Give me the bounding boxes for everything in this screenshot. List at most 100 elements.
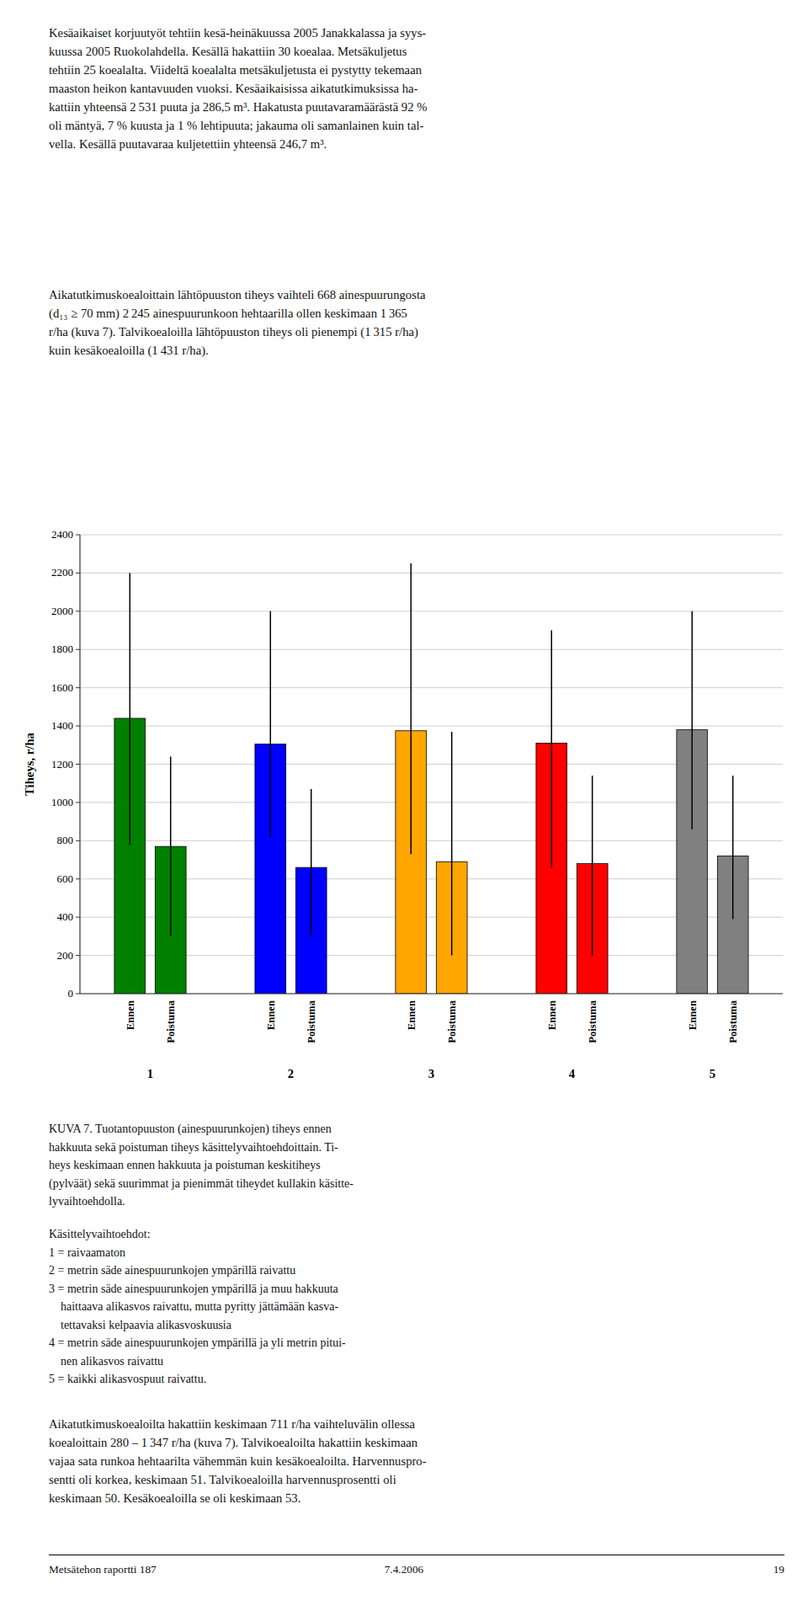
- y-tick-label: 2000: [51, 604, 74, 617]
- error-bar: [691, 611, 694, 830]
- error-bar: [451, 731, 453, 956]
- y-tick-label: 1000: [51, 795, 74, 808]
- text-line: Aikatutkimuskoealoilta hakattiin keskima…: [48, 1414, 785, 1433]
- footer-text: Metsätehon raportti 187: [48, 1562, 157, 1576]
- y-tick-label: 0: [68, 986, 75, 1000]
- y-tick-label: 2200: [51, 565, 74, 579]
- text-line: Aikatutkimuskoealoittain lähtöpuuston ti…: [48, 285, 785, 304]
- y-tick: [75, 801, 80, 803]
- text-line: 2 = metrin säde ainespuurunkojen ympäril…: [48, 1260, 785, 1280]
- figure-caption: KUVA 7. Tuotantopuuston (ainespuurunkoje…: [48, 1119, 785, 1211]
- x-tick-label: Poistuma: [586, 999, 599, 1042]
- paragraph: Kesäaikaiset korjuutyöt tehtiin kesä-hei…: [48, 23, 785, 154]
- group-label: 5: [709, 1066, 716, 1080]
- group-label: 3: [428, 1066, 435, 1080]
- x-tick-label: Ennen: [546, 999, 559, 1030]
- error-bar: [270, 611, 272, 837]
- y-tick-label: 1400: [51, 718, 74, 732]
- text-line: Kesäaikaiset korjuutyöt tehtiin kesä-hei…: [48, 23, 785, 43]
- grid-line: [79, 534, 783, 536]
- y-tick: [75, 686, 80, 688]
- y-tick: [75, 954, 80, 956]
- text-line: kuin kesäkoealoilla (1 431 r/ha).: [48, 340, 785, 360]
- text-line: (pylväät) sekä suurimmat ja pienimmät ti…: [48, 1174, 785, 1193]
- x-tick-label: Ennen: [405, 999, 418, 1030]
- error-bar: [591, 775, 594, 955]
- text-line: lyvaihtoehdolla.: [48, 1191, 785, 1211]
- text-line: kuussa 2005 Ruokolahdella. Kesällä hakat…: [48, 42, 785, 61]
- group-label: 2: [287, 1066, 294, 1080]
- y-tick-label: 1600: [51, 680, 74, 694]
- y-tick: [75, 993, 80, 995]
- y-tick: [75, 725, 80, 727]
- x-axis-line: [79, 992, 783, 994]
- error-bar: [310, 788, 313, 936]
- paragraph: Aikatutkimuskoealoittain lähtöpuuston ti…: [48, 285, 785, 360]
- footer-text: 7.4.2006: [0, 1562, 808, 1576]
- x-tick-label: Poistuma: [164, 999, 177, 1042]
- grid-line: [79, 572, 783, 574]
- y-tick-label: 800: [57, 833, 75, 846]
- y-tick: [75, 534, 80, 536]
- grid-line: [79, 648, 783, 650]
- y-tick: [75, 763, 80, 765]
- error-bar: [410, 563, 413, 854]
- error-bar: [170, 755, 172, 936]
- text-line: (d₁₃ ≥ 70 mm) 2 245 ainespuurunkoon heht…: [48, 303, 785, 323]
- text-line: tehtiin 25 koealalta. Viideltä koealalta…: [48, 60, 785, 80]
- grid-line: [79, 610, 783, 612]
- group-label: 4: [568, 1066, 576, 1080]
- text-line: tettavaksi kelpaavia alikasvoskuusia: [48, 1315, 785, 1335]
- group-label: 1: [147, 1066, 154, 1080]
- x-tick-label: Poistuma: [446, 999, 458, 1042]
- text-line: haittaava alikasvos raivattu, mutta pyri…: [48, 1297, 785, 1316]
- x-tick-label: Ennen: [124, 999, 137, 1030]
- y-tick: [75, 648, 80, 650]
- text-line: hakkuuta sekä poistuman tiheys käsittely…: [48, 1137, 785, 1157]
- text-line: Käsittelyvaihtoehdot:: [48, 1224, 785, 1244]
- text-line: vajaa sata runkoa hehtaarilta vähemmän k…: [48, 1451, 785, 1470]
- text-line: oli mäntyä, 7 % kuusta ja 1 % lehtipuuta…: [48, 116, 785, 135]
- paragraph: Aikatutkimuskoealoilta hakattiin keskima…: [48, 1414, 785, 1507]
- grid-line: [79, 686, 783, 688]
- text-line: 1 = raivaamaton: [48, 1243, 785, 1262]
- y-tick: [75, 877, 80, 879]
- footer-rule: [48, 1553, 785, 1555]
- x-labels: Ennen Poistuma 1 Ennen Poistuma 2 Ennen Poistum…: [124, 999, 739, 1080]
- text-line: sentti oli korkea, keskimaan 51. Talviko…: [48, 1469, 785, 1489]
- y-tick: [75, 916, 80, 918]
- x-tick-label: Ennen: [265, 999, 277, 1030]
- x-tick-label: Poistuma: [727, 999, 739, 1042]
- treatment-list: Käsittelyvaihtoehdot:1 = raivaamaton2 = …: [48, 1224, 785, 1388]
- text-line: 4 = metrin säde ainespuurunkojen ympäril…: [48, 1333, 785, 1352]
- text-line: 5 = kaikki alikasvospuut raivattu.: [48, 1369, 785, 1388]
- grid-line: [79, 725, 783, 727]
- error-bar: [732, 775, 734, 919]
- y-tick-label: 400: [57, 909, 75, 923]
- bars: [114, 563, 749, 994]
- y-tick-label: 200: [57, 948, 75, 962]
- y-tick: [75, 839, 80, 841]
- text-line: koealoittain 280 – 1 347 r/ha (kuva 7). …: [48, 1432, 785, 1452]
- y-axis-line: [79, 534, 80, 994]
- text-line: nen alikasvos raivattu: [48, 1351, 785, 1371]
- y-tick-label: 2400: [51, 527, 74, 541]
- text-line: maaston heikon kantavuuden vuoksi. Kesäa…: [48, 79, 785, 98]
- text-line: keskimaan 50. Kesäkoealoilla se oli kesk…: [48, 1488, 785, 1507]
- y-tick-label: 600: [57, 871, 75, 885]
- text-line: KUVA 7. Tuotantopuuston (ainespuurunkoje…: [48, 1119, 785, 1138]
- text-line: kattiin yhteensä 2 531 puuta ja 286,5 m³…: [48, 97, 785, 117]
- grid: [79, 534, 783, 994]
- text-line: r/ha (kuva 7). Talvikoealoilla lähtöpuus…: [48, 322, 785, 341]
- y-tick-label: 1800: [51, 642, 74, 655]
- text-line: heys keskimaan ennen hakkuuta ja poistum…: [48, 1155, 785, 1175]
- y-tick: [75, 572, 80, 574]
- x-tick-label: Ennen: [686, 999, 699, 1030]
- grid-line: [79, 993, 783, 995]
- text-line: vella. Kesällä puutavaraa kuljetettiin y…: [48, 134, 785, 154]
- error-bar: [129, 572, 132, 844]
- y-axis-label: Tiheys, r/ha: [22, 731, 37, 795]
- y-axis: 0200400600800100012001400160018002000220…: [51, 527, 80, 1000]
- x-tick-label: Poistuma: [305, 999, 318, 1042]
- y-tick: [75, 610, 80, 612]
